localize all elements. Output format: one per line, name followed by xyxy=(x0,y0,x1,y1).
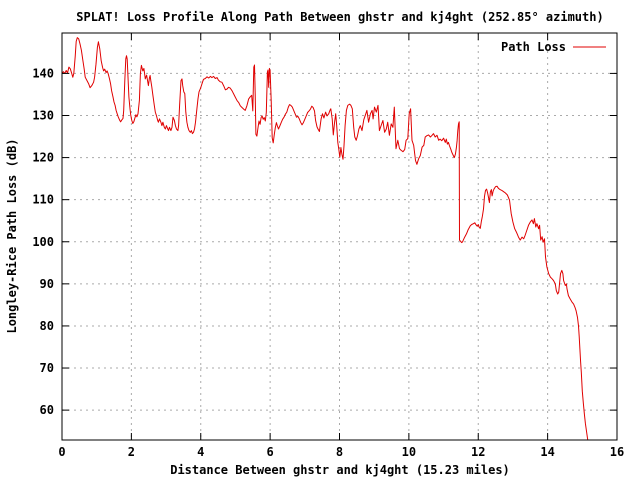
y-tick-label: 60 xyxy=(40,403,54,417)
y-tick-label: 140 xyxy=(32,66,54,80)
x-tick-label: 14 xyxy=(540,445,554,459)
x-tick-label: 8 xyxy=(336,445,343,459)
x-axis-label: Distance Between ghstr and kj4ght (15.23… xyxy=(170,463,510,477)
y-axis-label: Longley-Rice Path Loss (dB) xyxy=(5,138,19,333)
y-tick-label: 110 xyxy=(32,193,54,207)
y-tick-label: 90 xyxy=(40,277,54,291)
x-tick-label: 6 xyxy=(267,445,274,459)
tick-label-layer: 0 2 4 6 8 10 12 14 16 60 70 80 90 100 110 120 130 140 xyxy=(32,66,624,459)
axes-layer xyxy=(61,32,618,441)
legend-label: Path Loss xyxy=(501,40,566,54)
y-tick-label: 100 xyxy=(32,235,54,249)
y-tick-label: 80 xyxy=(40,319,54,333)
y-tick-label: 120 xyxy=(32,151,54,165)
grid-layer xyxy=(62,33,617,440)
x-tick-label: 4 xyxy=(197,445,204,459)
x-tick-label: 0 xyxy=(58,445,65,459)
y-tick-label: 130 xyxy=(32,108,54,122)
chart-title: SPLAT! Loss Profile Along Path Between g… xyxy=(76,10,603,24)
x-tick-label: 16 xyxy=(610,445,624,459)
x-tick-label: 12 xyxy=(471,445,485,459)
curve-layer xyxy=(62,37,589,440)
y-tick-label: 70 xyxy=(40,361,54,375)
x-tick-label: 2 xyxy=(128,445,135,459)
x-tick-label: 10 xyxy=(402,445,416,459)
path-loss-curve xyxy=(62,37,589,440)
